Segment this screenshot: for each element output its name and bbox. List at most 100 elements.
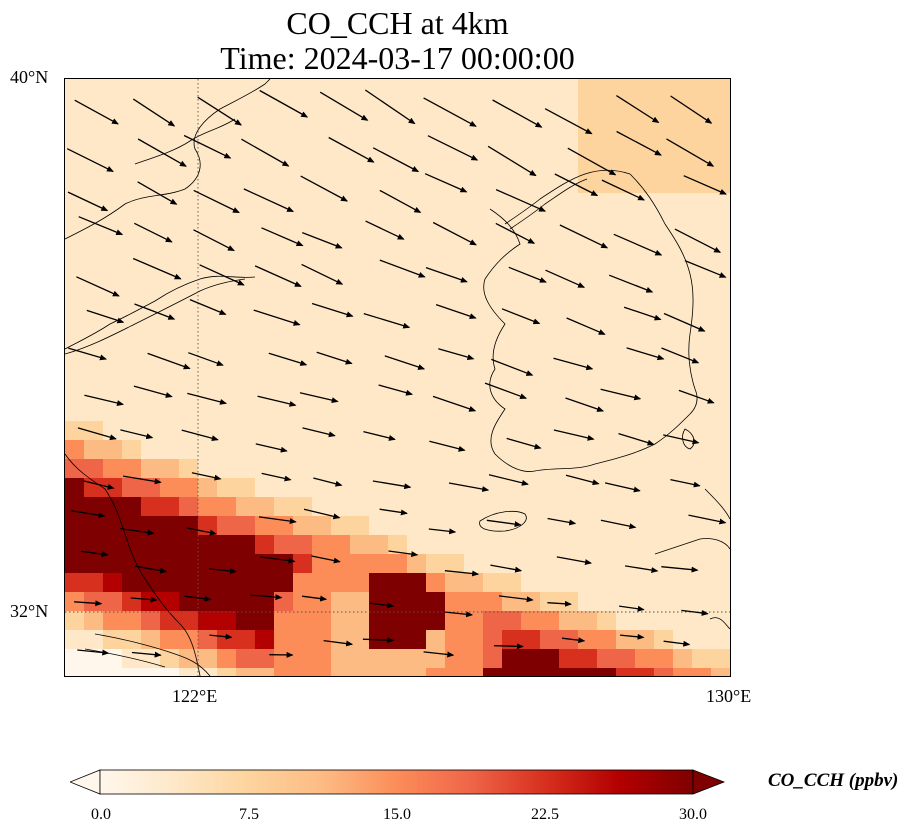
field-cell: [350, 383, 370, 403]
field-cell: [426, 573, 446, 593]
field-cell: [445, 212, 465, 232]
wind-arrow: [193, 229, 235, 252]
field-cell: [274, 459, 294, 479]
field-cell: [122, 193, 142, 213]
field-cell: [236, 649, 256, 669]
field-cell: [597, 573, 617, 593]
field-cell: [521, 155, 541, 175]
field-cell: [521, 326, 541, 346]
field-cell: [217, 668, 237, 676]
field-cell: [711, 364, 730, 384]
field-cell: [293, 117, 313, 137]
field-cell: [160, 497, 180, 517]
field-cell: [540, 440, 560, 460]
field-cell: [141, 212, 161, 232]
field-cell: [331, 212, 351, 232]
field-cell: [141, 193, 161, 213]
field-cell: [293, 459, 313, 479]
field-cell: [578, 649, 598, 669]
lat-tick-40N: 40°N: [10, 67, 49, 87]
field-cell: [635, 174, 655, 194]
wind-arrow: [66, 148, 114, 172]
field-cell: [122, 440, 142, 460]
field-cell: [198, 326, 218, 346]
field-cell: [293, 136, 313, 156]
field-cell: [483, 592, 503, 612]
field-cell: [255, 440, 275, 460]
field-cell: [464, 155, 484, 175]
field-cell: [274, 554, 294, 574]
field-cell: [673, 98, 693, 118]
field-cell: [312, 421, 332, 441]
wind-arrow: [670, 478, 701, 488]
field-cell: [331, 98, 351, 118]
wind-arrow: [199, 264, 245, 286]
field-cell: [350, 250, 370, 270]
field-cell: [198, 478, 218, 498]
field-cell: [521, 364, 541, 384]
field-cell: [65, 269, 85, 289]
field-cell: [236, 136, 256, 156]
wind-arrow: [316, 351, 353, 365]
field-cell: [692, 516, 712, 536]
field-cell: [635, 212, 655, 232]
field-cell: [312, 383, 332, 403]
field-cell: [369, 307, 389, 327]
field-cell: [369, 668, 389, 676]
field-cell: [350, 535, 370, 555]
field-cell: [350, 136, 370, 156]
field-cell: [426, 592, 446, 612]
field-cell: [654, 193, 674, 213]
field-cell: [673, 193, 693, 213]
field-cell: [540, 155, 560, 175]
field-cell: [464, 136, 484, 156]
field-cell: [255, 630, 275, 650]
field-cell: [236, 193, 256, 213]
field-cell: [483, 573, 503, 593]
field-cell: [673, 611, 693, 631]
field-cell: [369, 459, 389, 479]
field-cell: [445, 459, 465, 479]
field-cell: [407, 421, 427, 441]
field-cell: [84, 326, 104, 346]
field-cell: [521, 535, 541, 555]
field-cell: [217, 307, 237, 327]
field-cell: [407, 288, 427, 308]
field-cell: [198, 79, 218, 99]
field-cell: [616, 98, 636, 118]
field-cell: [274, 611, 294, 631]
field-cell: [65, 668, 85, 676]
field-cell: [559, 79, 579, 99]
field-cell: [103, 174, 123, 194]
field-cell: [179, 516, 199, 536]
field-cell: [217, 573, 237, 593]
field-cell: [692, 307, 712, 327]
field-cell: [673, 326, 693, 346]
field-cell: [502, 421, 522, 441]
field-cell: [293, 478, 313, 498]
wind-arrow: [147, 352, 191, 370]
field-cell: [464, 79, 484, 99]
field-cell: [312, 459, 332, 479]
field-cell: [540, 231, 560, 251]
field-cell: [369, 326, 389, 346]
field-cell: [293, 440, 313, 460]
field-cell: [369, 516, 389, 536]
field-cell: [464, 98, 484, 118]
field-cell: [274, 326, 294, 346]
field-cell: [597, 136, 617, 156]
field-cell: [217, 497, 237, 517]
field-cell: [274, 345, 294, 365]
field-cell: [597, 440, 617, 460]
field-cell: [407, 345, 427, 365]
field-cell: [692, 611, 712, 631]
field-cell: [578, 535, 598, 555]
wind-arrow: [132, 98, 176, 127]
wind-arrow: [253, 309, 301, 326]
field-cell: [464, 630, 484, 650]
field-cell: [692, 231, 712, 251]
field-cell: [160, 212, 180, 232]
field-cell: [635, 535, 655, 555]
wind-arrow: [601, 179, 646, 201]
wind-arrow: [624, 565, 659, 574]
